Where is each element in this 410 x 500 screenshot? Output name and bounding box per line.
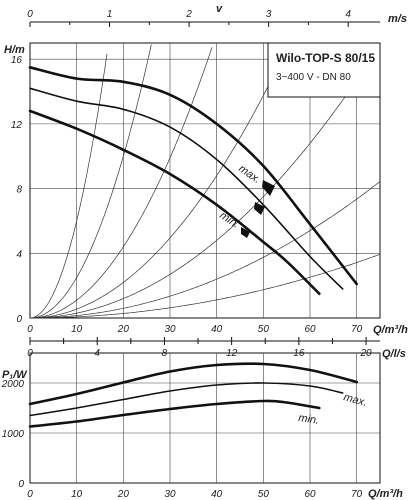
top-grid — [30, 43, 380, 318]
top-x-tick-label: 70 — [351, 324, 363, 335]
max-marker-icon — [262, 180, 275, 196]
bottom-y-tick-label: 1000 — [2, 429, 25, 440]
flow-ls-tick-label: 12 — [226, 348, 238, 359]
top-y-tick-label: 8 — [16, 185, 22, 196]
flow-ls-tick-label: 0 — [27, 348, 33, 359]
flow-ls-tick-label: 20 — [359, 348, 372, 359]
top-x-tick-label: 40 — [211, 324, 223, 335]
bottom-x-tick-label: 50 — [258, 489, 270, 500]
top-y-tick-label: 12 — [11, 120, 23, 131]
head-curve-min — [28, 109, 321, 295]
velocity-tick-label: 0 — [27, 9, 33, 20]
head-curve-mid — [29, 87, 344, 290]
chart-title: Wilo-TOP-S 80/15 — [276, 51, 375, 65]
power-curve-mid — [29, 382, 344, 417]
top-x-tick-label: 50 — [258, 324, 270, 335]
top-velocity-label: v — [216, 3, 223, 15]
head-curve-max — [28, 66, 358, 286]
velocity-tick-label: 3 — [266, 9, 272, 20]
power-curve-max — [28, 362, 358, 406]
system-curve — [29, 53, 108, 319]
bottom-x-tick-label: 40 — [211, 489, 223, 500]
top-velocity-unit: m/s — [388, 13, 407, 25]
system-curve — [30, 47, 213, 319]
top-xlabel: Q/m³/h — [373, 324, 408, 336]
flow-ls-tick-label: 16 — [293, 348, 305, 359]
series-label-min: min. — [217, 209, 241, 230]
bottom-x-tick-label: 70 — [351, 489, 363, 500]
flow-ls-tick-label: 4 — [94, 348, 100, 359]
bottom-x-tick-label: 60 — [304, 489, 316, 500]
top-y-tick-label: 0 — [16, 314, 22, 325]
system-curve — [29, 44, 152, 319]
min-marker-icon — [241, 227, 250, 238]
velocity-tick-label: 2 — [185, 9, 192, 20]
top-x-tick-label: 60 — [304, 324, 316, 335]
bottom-axis-ticks: 0 10 20 30 40 50 60 70 0 1000 2000 0 4 8 12 16 20 — [1, 337, 380, 500]
power-curve-min — [28, 399, 321, 428]
system-curves — [29, 43, 381, 319]
top-x-tick-label: 0 — [27, 324, 33, 335]
bottom-x-tick-label: 20 — [117, 489, 130, 500]
velocity-tick-label: 1 — [107, 9, 113, 20]
bottom-chart: 0 10 20 30 40 50 60 70 0 1000 2000 0 4 8 12 16 20 P₁/W Q… — [1, 337, 406, 500]
power-label-min: min. — [298, 412, 320, 427]
flow-ls-tick-label: 8 — [162, 348, 168, 359]
bottom-flow-unit: Q/l/s — [382, 348, 406, 360]
system-curve — [30, 253, 381, 319]
top-x-tick-label: 10 — [71, 324, 83, 335]
series-label-max: max. — [236, 163, 262, 187]
power-label-max: max. — [342, 391, 368, 409]
chart-subtitle: 3~400 V - DN 80 — [276, 72, 351, 83]
bottom-x-tick-label: 30 — [164, 489, 176, 500]
bottom-y-tick-label: 0 — [18, 479, 24, 490]
bottom-x-tick-label: 0 — [27, 489, 33, 500]
system-curve — [30, 44, 381, 319]
bottom-plot-frame — [29, 352, 381, 484]
bottom-ylabel: P₁/W — [2, 369, 28, 381]
top-x-tick-label: 20 — [117, 324, 130, 335]
bottom-y-tick-label: 2000 — [1, 379, 25, 390]
velocity-tick-label: 4 — [345, 9, 351, 20]
top-x-tick-label: 30 — [164, 324, 176, 335]
power-curves — [28, 362, 358, 428]
system-curve — [30, 181, 381, 319]
bottom-x-tick-label: 10 — [71, 489, 83, 500]
bottom-xlabel: Q/m³/h — [368, 488, 403, 500]
head-curves — [28, 66, 358, 295]
title-box — [267, 42, 381, 98]
top-y-tick-label: 4 — [16, 249, 22, 260]
top-ylabel: H/m — [4, 44, 25, 56]
system-curve — [30, 43, 290, 319]
mid-marker-icon — [254, 202, 265, 215]
bottom-grid — [30, 353, 380, 483]
top-y-tick-label: 16 — [11, 55, 23, 66]
top-plot-frame — [29, 42, 381, 319]
